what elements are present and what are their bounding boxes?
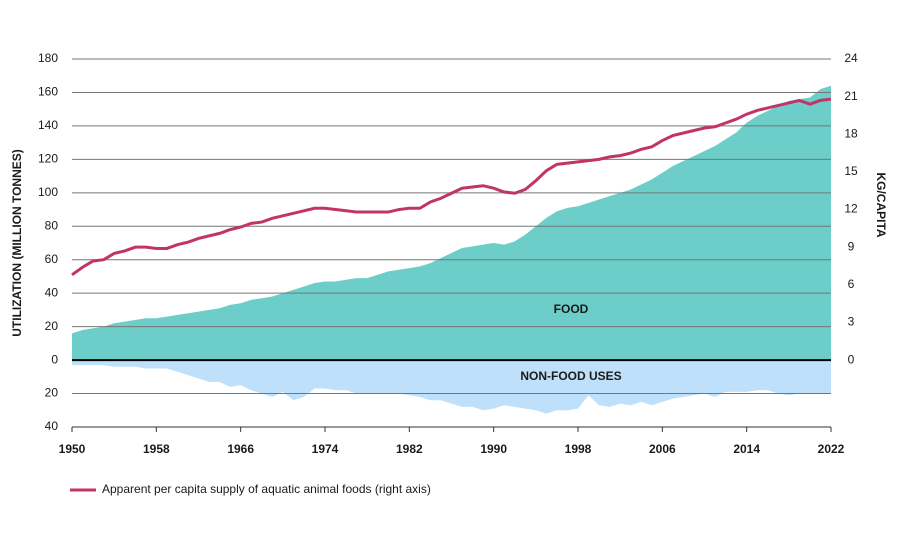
y2-tick-label: 15 xyxy=(844,164,858,178)
x-tick-label: 2006 xyxy=(649,442,676,456)
x-tick-label: 1998 xyxy=(565,442,592,456)
x-tick-label: 1990 xyxy=(480,442,507,456)
x-tick-label: 1966 xyxy=(227,442,254,456)
legend-label: Apparent per capita supply of aquatic an… xyxy=(102,482,431,496)
y2-tick-label: 21 xyxy=(844,89,858,103)
x-tick-label: 1974 xyxy=(312,442,339,456)
y-axis-title: UTILIZATION (MILLION TONNES) xyxy=(10,149,24,337)
y-tick-label: 20 xyxy=(45,319,59,333)
area-label: FOOD xyxy=(554,302,589,316)
y-tick-label: 0 xyxy=(51,352,58,366)
y-tick-label: 20 xyxy=(45,386,59,400)
y2-tick-label: 9 xyxy=(848,239,855,253)
x-tick-label: 1950 xyxy=(59,442,86,456)
y-tick-label: 120 xyxy=(38,152,58,166)
y2-tick-label: 12 xyxy=(844,202,858,216)
x-tick-label: 2014 xyxy=(733,442,760,456)
y-tick-label: 80 xyxy=(45,218,59,232)
y-tick-label: 60 xyxy=(45,252,59,266)
y2-tick-label: 0 xyxy=(848,352,855,366)
y2-tick-label: 6 xyxy=(848,277,855,291)
y2-tick-label: 3 xyxy=(848,315,855,329)
y-tick-label: 180 xyxy=(38,51,58,65)
x-tick-label: 1982 xyxy=(396,442,423,456)
y2-tick-label: 24 xyxy=(844,51,858,65)
x-tick-label: 1958 xyxy=(143,442,170,456)
area xyxy=(72,85,831,361)
y-tick-label: 40 xyxy=(45,285,59,299)
line xyxy=(71,97,832,277)
y-tick-label: 100 xyxy=(38,185,58,199)
y2-tick-label: 18 xyxy=(844,126,858,140)
area xyxy=(72,360,831,414)
y-tick-label: 40 xyxy=(45,419,59,433)
area-label: NON-FOOD USES xyxy=(520,369,621,383)
x-tick-label: 2022 xyxy=(818,442,845,456)
y-tick-label: 140 xyxy=(38,118,58,132)
y-tick-label: 160 xyxy=(38,85,58,99)
y2-axis-title: KG/CAPITA xyxy=(874,172,888,237)
